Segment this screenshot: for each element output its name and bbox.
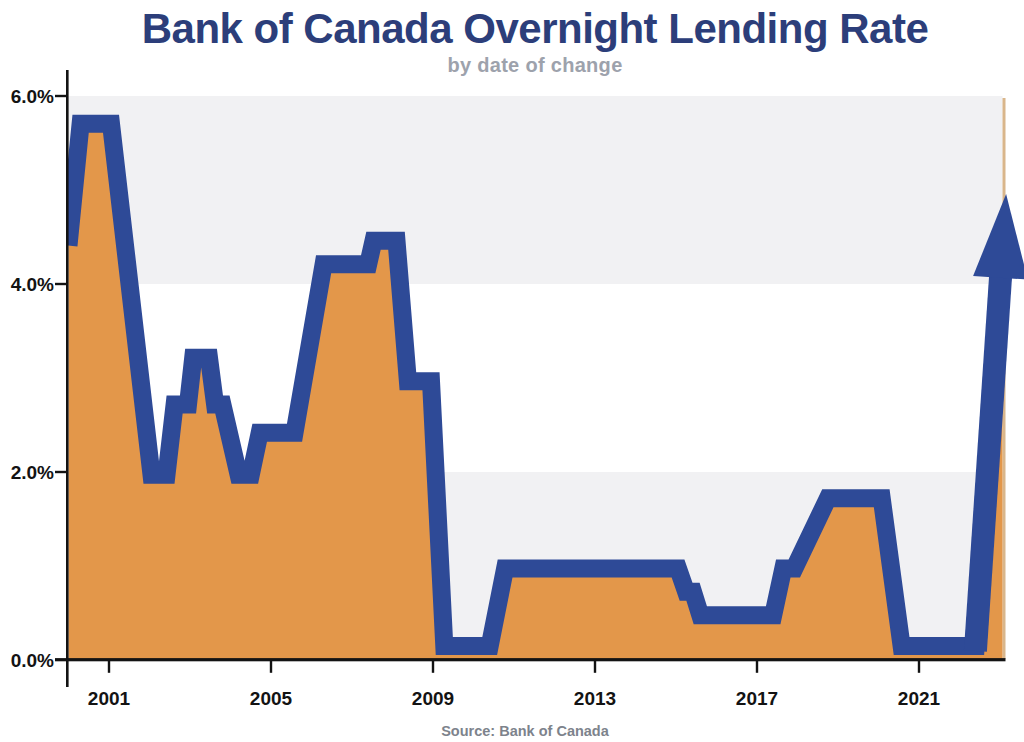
x-tick-label: 2017 — [736, 688, 778, 709]
x-tick-label: 2005 — [250, 688, 293, 709]
chart-subtitle: by date of change — [447, 54, 622, 76]
x-tick — [108, 661, 110, 673]
y-tick — [55, 471, 68, 473]
x-axis-line — [55, 658, 1006, 661]
chart-figure: 0.0% 2.0% 4.0% 6.0% 2001 2005 2009 2013 2017 2021… — [0, 0, 1024, 742]
x-tick — [594, 661, 596, 673]
band-4-6 — [68, 96, 1003, 284]
x-tick-label: 2001 — [88, 688, 131, 709]
overnight-rate-chart: 0.0% 2.0% 4.0% 6.0% 2001 2005 2009 2013 2017 2021… — [0, 0, 1024, 742]
source-note: Source: Bank of Canada — [441, 723, 610, 739]
x-tick — [756, 661, 758, 673]
y-tick-label: 0.0% — [11, 650, 54, 671]
x-tick — [918, 661, 920, 673]
x-tick — [432, 661, 434, 673]
x-tick-label: 2013 — [574, 688, 616, 709]
y-tick — [55, 95, 68, 97]
x-tick-label: 2021 — [898, 688, 941, 709]
x-tick — [270, 661, 272, 673]
y-axis-spine — [66, 70, 69, 687]
y-tick-label: 4.0% — [11, 274, 54, 295]
y-tick-label: 2.0% — [11, 462, 54, 483]
x-tick-label: 2009 — [412, 688, 454, 709]
y-tick-label: 6.0% — [11, 86, 54, 107]
y-tick — [55, 283, 68, 285]
chart-title: Bank of Canada Overnight Lending Rate — [142, 5, 929, 52]
